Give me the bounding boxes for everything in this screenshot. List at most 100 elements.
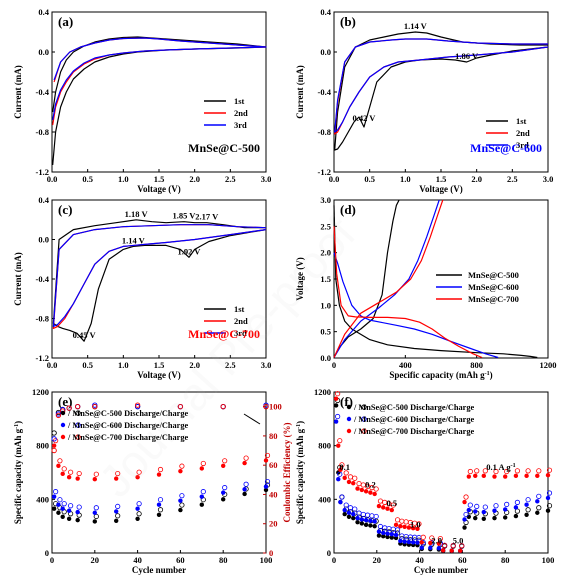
data-point-charge (399, 533, 405, 539)
data-point-efficiency (51, 436, 57, 442)
data-point-discharge (66, 474, 72, 480)
data-point-charge (115, 503, 121, 510)
data-point-discharge (66, 508, 72, 513)
x-axis-label: Voltage (V) (419, 184, 462, 194)
data-point-charge (337, 438, 343, 444)
data-point-charge (136, 469, 142, 475)
data-point-discharge (363, 522, 369, 528)
data-point-discharge (410, 540, 416, 545)
data-point-discharge (51, 506, 57, 511)
data-point-discharge (492, 515, 497, 521)
data-point-charge (264, 478, 271, 485)
data-point-discharge (333, 396, 339, 401)
data-point-charge (536, 468, 542, 474)
data-point-discharge (419, 545, 424, 550)
legend-entry: 3rd (234, 328, 247, 338)
data-point-discharge (242, 460, 247, 466)
data-point-discharge (398, 523, 403, 529)
legend-entry: 3rd (234, 120, 247, 130)
data-point-charge (394, 527, 401, 533)
legend-entry: 2nd (234, 316, 248, 326)
data-point-efficiency (134, 402, 141, 408)
data-point-discharge (114, 476, 119, 481)
data-point-discharge (60, 471, 65, 477)
data-point-charge (450, 542, 456, 549)
legend-marker-filled (60, 434, 66, 440)
data-point-charge (339, 494, 345, 500)
y-tick-label: 400 (36, 494, 49, 504)
data-point-charge (347, 474, 354, 480)
series-line (333, 199, 444, 358)
data-point-discharge (368, 523, 373, 528)
data-point-discharge (242, 487, 247, 492)
data-point-charge (179, 502, 185, 508)
data-point-charge (536, 493, 542, 499)
data-point-charge (493, 503, 499, 509)
legend-entry: / MnSe@C-700 Discharge/Charge (353, 427, 474, 436)
data-point-charge (352, 475, 358, 481)
y-tick-label: 1.5 (320, 274, 331, 284)
data-point-discharge (51, 443, 57, 448)
data-point-discharge (415, 540, 420, 545)
x-tick-label: 0.5 (82, 360, 93, 370)
x-axis-label: Cycle number (132, 565, 186, 575)
y-tick-label: 800 (36, 441, 49, 451)
data-point-charge (335, 391, 341, 397)
data-point-discharge (389, 535, 394, 540)
data-point-charge (514, 499, 521, 505)
x-tick-label: 1200 (540, 360, 557, 370)
data-point-charge (264, 452, 271, 459)
data-point-charge (416, 521, 422, 527)
series-line (334, 38, 549, 133)
rate-label: 0.1 A g-1 (486, 462, 515, 472)
legend-marker-open (361, 416, 367, 422)
data-point-discharge (66, 516, 72, 521)
legend-entry: MnSe@C-500 (468, 270, 519, 280)
data-point-discharge (449, 548, 454, 553)
data-point-discharge (428, 545, 433, 551)
y-tick-label: -1.2 (318, 167, 331, 177)
x-tick-label: 1.0 (118, 174, 129, 184)
legend-marker-filled (346, 428, 352, 434)
data-point-discharge (372, 491, 377, 497)
data-point-discharge (355, 486, 360, 491)
rate-label: 1.0 (410, 520, 421, 530)
data-point-discharge (342, 475, 347, 481)
data-point-charge (343, 502, 349, 508)
x-axis-label: Voltage (V) (137, 370, 180, 380)
chart-panel-6: 0 20 40 60 80 100 0 400 800 1200 Cycle number Speci… (295, 387, 554, 575)
rate-label: 2.0 (431, 536, 442, 546)
data-point-charge (459, 543, 465, 549)
x-tick-label: 1.5 (436, 174, 447, 184)
panel-label: (c) (58, 202, 72, 217)
data-point-charge (93, 471, 99, 477)
data-point-discharge (376, 503, 382, 509)
data-point-efficiency (66, 405, 72, 411)
peak-annotation: 1.18 V (125, 209, 149, 219)
y-right-axis-label: Coulombic Efficiency (%) (282, 423, 292, 523)
data-point-discharge (481, 473, 486, 479)
data-point-discharge (428, 540, 433, 546)
x-tick-label: 0.0 (47, 360, 58, 370)
data-point-discharge (462, 525, 467, 530)
data-point-discharge (402, 539, 407, 544)
x-tick-label: 2.0 (189, 360, 200, 370)
data-point-discharge (263, 484, 269, 489)
data-point-discharge (481, 516, 486, 521)
data-point-charge (61, 466, 67, 472)
data-point-discharge (503, 474, 508, 479)
data-point-charge (136, 501, 142, 507)
data-point-discharge (368, 518, 373, 523)
data-point-charge (403, 533, 409, 540)
data-point-discharge (336, 477, 341, 482)
series-line (333, 226, 483, 359)
data-point-charge (61, 501, 67, 507)
x-tick-label: 3.0 (261, 360, 272, 370)
data-point-efficiency (51, 447, 57, 454)
data-point-discharge (351, 481, 356, 486)
data-point-discharge (56, 502, 61, 507)
data-point-charge (364, 512, 371, 518)
series-line (333, 199, 440, 358)
chart-panel-3: 0.0 0.5 1.0 1.5 2.0 2.5 3.0 -1.2 -0.8 -0.4 0.0 0.4 V… (13, 195, 271, 380)
legend-marker-open (361, 404, 367, 410)
